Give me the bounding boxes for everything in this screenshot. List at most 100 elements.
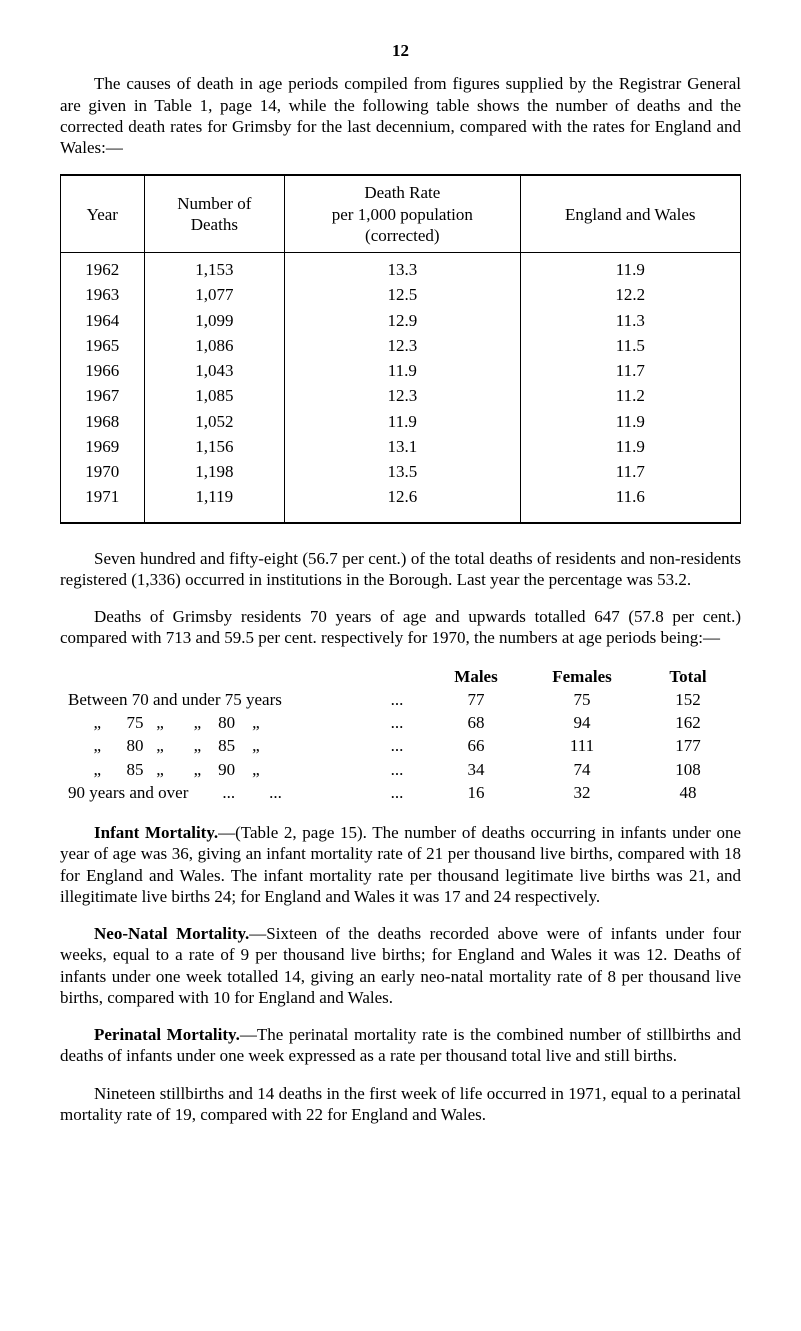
cell-deaths: 1,077 <box>144 282 284 307</box>
total: 162 <box>635 711 741 734</box>
total: 177 <box>635 734 741 757</box>
cell-rate: 12.6 <box>285 484 521 522</box>
perinatal-para-2: Nineteen stillbirths and 14 deaths in th… <box>60 1083 741 1126</box>
para-age-intro: Deaths of Grimsby residents 70 years of … <box>60 606 741 649</box>
table-row: 19661,04311.911.7 <box>61 358 741 383</box>
cell-year: 1967 <box>61 383 145 408</box>
cell-rate: 13.3 <box>285 253 521 283</box>
cell-enw: 11.7 <box>520 358 740 383</box>
cell-enw: 11.5 <box>520 333 740 358</box>
table-row: 19671,08512.311.2 <box>61 383 741 408</box>
dots: ... <box>383 711 423 734</box>
cell-deaths: 1,052 <box>144 409 284 434</box>
intro-paragraph: The causes of death in age periods compi… <box>60 73 741 158</box>
table-row: 19651,08612.311.5 <box>61 333 741 358</box>
infant-mortality-para: Infant Mortality.—(Table 2, page 15). Th… <box>60 822 741 907</box>
col-year: Year <box>61 175 145 252</box>
males: 68 <box>423 711 529 734</box>
total: 108 <box>635 758 741 781</box>
cell-deaths: 1,198 <box>144 459 284 484</box>
cell-rate: 13.5 <box>285 459 521 484</box>
cell-year: 1969 <box>61 434 145 459</box>
females: 75 <box>529 688 635 711</box>
age-label: Between 70 and under 75 years <box>60 688 383 711</box>
age-label: 90 years and over ... ... <box>60 781 383 804</box>
females: 32 <box>529 781 635 804</box>
cell-deaths: 1,043 <box>144 358 284 383</box>
cell-rate: 12.3 <box>285 333 521 358</box>
table-row: 19641,09912.911.3 <box>61 308 741 333</box>
cell-enw: 12.2 <box>520 282 740 307</box>
dots: ... <box>383 781 423 804</box>
cell-enw: 11.6 <box>520 484 740 522</box>
page-number: 12 <box>60 40 741 61</box>
neonatal-mortality-para: Neo-Natal Mortality.—Sixteen of the deat… <box>60 923 741 1008</box>
males: 16 <box>423 781 529 804</box>
cell-year: 1965 <box>61 333 145 358</box>
perinatal-mortality-para: Perinatal Mortality.—The perinatal morta… <box>60 1024 741 1067</box>
cell-deaths: 1,085 <box>144 383 284 408</box>
perinatal-mortality-heading: Perinatal Mortality. <box>94 1025 240 1044</box>
table-row: „ 85 „ „ 90 „...3474108 <box>60 758 741 781</box>
total: 152 <box>635 688 741 711</box>
death-rate-tbody: 19621,15313.311.919631,07712.512.219641,… <box>61 253 741 523</box>
cell-deaths: 1,119 <box>144 484 284 522</box>
cell-rate: 12.5 <box>285 282 521 307</box>
cell-year: 1963 <box>61 282 145 307</box>
dots: ... <box>383 734 423 757</box>
cell-enw: 11.9 <box>520 409 740 434</box>
cell-year: 1962 <box>61 253 145 283</box>
cell-year: 1968 <box>61 409 145 434</box>
col-enw: England and Wales <box>520 175 740 252</box>
males: 77 <box>423 688 529 711</box>
table-row: 19621,15313.311.9 <box>61 253 741 283</box>
cell-deaths: 1,153 <box>144 253 284 283</box>
age-label: „ 75 „ „ 80 „ <box>60 711 383 734</box>
age-label: „ 80 „ „ 85 „ <box>60 734 383 757</box>
cell-rate: 12.9 <box>285 308 521 333</box>
cell-enw: 11.3 <box>520 308 740 333</box>
cell-year: 1971 <box>61 484 145 522</box>
cell-enw: 11.9 <box>520 434 740 459</box>
col-rate: Death Rate per 1,000 population (correct… <box>285 175 521 252</box>
cell-rate: 12.3 <box>285 383 521 408</box>
age-periods-table: Males Females Total Between 70 and under… <box>60 665 741 805</box>
col-deaths: Number of Deaths <box>144 175 284 252</box>
infant-mortality-heading: Infant Mortality. <box>94 823 218 842</box>
females: 111 <box>529 734 635 757</box>
table-row: 90 years and over ... ......163248 <box>60 781 741 804</box>
table-row: „ 75 „ „ 80 „...6894162 <box>60 711 741 734</box>
table-row: 19681,05211.911.9 <box>61 409 741 434</box>
age-tbody: Between 70 and under 75 years...7775152 … <box>60 688 741 804</box>
males: 34 <box>423 758 529 781</box>
para-institutions: Seven hundred and fifty-eight (56.7 per … <box>60 548 741 591</box>
col-males: Males <box>423 665 529 688</box>
cell-enw: 11.7 <box>520 459 740 484</box>
col-females: Females <box>529 665 635 688</box>
table-row: 19631,07712.512.2 <box>61 282 741 307</box>
cell-rate: 11.9 <box>285 358 521 383</box>
cell-deaths: 1,099 <box>144 308 284 333</box>
table-row: Between 70 and under 75 years...7775152 <box>60 688 741 711</box>
males: 66 <box>423 734 529 757</box>
age-label: „ 85 „ „ 90 „ <box>60 758 383 781</box>
cell-year: 1970 <box>61 459 145 484</box>
cell-year: 1964 <box>61 308 145 333</box>
dots: ... <box>383 688 423 711</box>
females: 74 <box>529 758 635 781</box>
neonatal-mortality-heading: Neo-Natal Mortality. <box>94 924 249 943</box>
cell-deaths: 1,086 <box>144 333 284 358</box>
table-row: 19691,15613.111.9 <box>61 434 741 459</box>
cell-deaths: 1,156 <box>144 434 284 459</box>
cell-rate: 13.1 <box>285 434 521 459</box>
cell-year: 1966 <box>61 358 145 383</box>
cell-enw: 11.9 <box>520 253 740 283</box>
dots: ... <box>383 758 423 781</box>
females: 94 <box>529 711 635 734</box>
cell-rate: 11.9 <box>285 409 521 434</box>
table-row: 19701,19813.511.7 <box>61 459 741 484</box>
cell-enw: 11.2 <box>520 383 740 408</box>
total: 48 <box>635 781 741 804</box>
col-total: Total <box>635 665 741 688</box>
table-row: 19711,11912.611.6 <box>61 484 741 522</box>
